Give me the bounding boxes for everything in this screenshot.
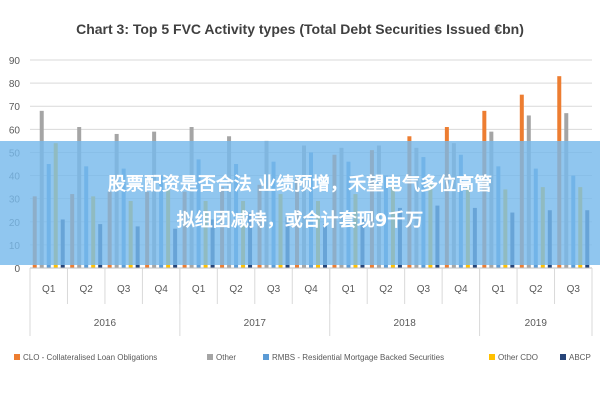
overlay-banner[interactable]: 股票配资是否合法 业绩预增，禾望电气多位高管 拟组团减持，或合计套现9千万 — [0, 141, 600, 265]
chart-title: Chart 3: Top 5 FVC Activity types (Total… — [76, 21, 524, 37]
y-tick-label: 80 — [9, 79, 21, 90]
x-tick-label: Q3 — [117, 284, 131, 295]
y-tick-label: 0 — [14, 264, 20, 275]
y-tick-label: 60 — [9, 125, 21, 136]
x-tick-label: Q1 — [192, 284, 206, 295]
overlay-headline-line1: 股票配资是否合法 业绩预增，禾望电气多位高管 — [107, 174, 493, 195]
y-tick-label: 90 — [9, 56, 21, 67]
legend-swatch — [207, 354, 213, 360]
legend-label: Other — [216, 353, 236, 362]
x-tick-label: Q4 — [304, 284, 318, 295]
x-tick-label: Q3 — [267, 284, 281, 295]
year-label: 2017 — [244, 318, 267, 329]
overlay-headline-line2: 拟组团减持，或合计套现9千万 — [176, 210, 424, 231]
x-tick-label: Q2 — [80, 284, 94, 295]
x-tick-label: Q1 — [342, 284, 356, 295]
x-tick-label: Q4 — [154, 284, 168, 295]
x-tick-label: Q1 — [492, 284, 506, 295]
x-tick-label: Q4 — [454, 284, 468, 295]
x-tick-label: Q2 — [529, 284, 543, 295]
year-label: 2018 — [394, 318, 417, 329]
legend-label: ABCP — [569, 353, 591, 362]
year-label: 2019 — [525, 318, 548, 329]
y-tick-label: 70 — [9, 102, 21, 113]
x-tick-label: Q3 — [567, 284, 581, 295]
legend-swatch — [489, 354, 495, 360]
legend-swatch — [560, 354, 566, 360]
legend-label: RMBS - Residential Mortgage Backed Secur… — [272, 353, 444, 362]
year-label: 2016 — [94, 318, 117, 329]
x-tick-label: Q2 — [379, 284, 393, 295]
legend-swatch — [263, 354, 269, 360]
x-tick-label: Q1 — [42, 284, 56, 295]
legend-label: CLO - Collateralised Loan Obligations — [23, 353, 157, 362]
x-tick-label: Q3 — [417, 284, 431, 295]
x-tick-label: Q2 — [229, 284, 243, 295]
legend-label: Other CDO — [498, 353, 538, 362]
legend-swatch — [14, 354, 20, 360]
